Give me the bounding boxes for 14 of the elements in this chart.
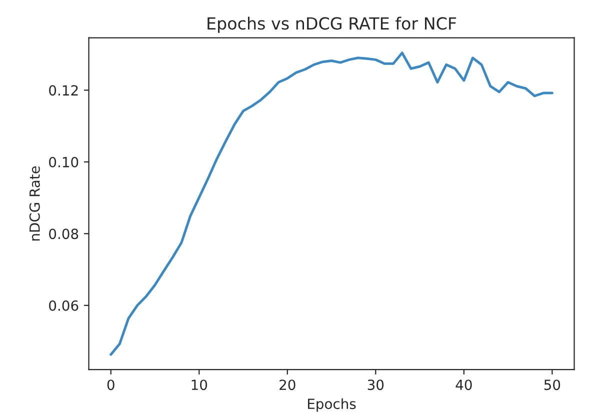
chart-title: Epochs vs nDCG RATE for NCF	[208, 16, 456, 33]
y-tick-label: 0.08	[49, 228, 78, 240]
x-tick-label: 20	[280, 380, 296, 390]
y-tick-label: 0.06	[49, 300, 78, 311]
y-tick-label: 0.12	[49, 85, 78, 96]
x-axis-title: Epochs	[308, 398, 356, 412]
y-tick-label: 0.10	[49, 156, 78, 168]
x-tick-label: 0	[107, 380, 114, 390]
x-tick-label: 10	[192, 380, 208, 390]
line-series	[110, 52, 554, 356]
x-tick-label: 50	[544, 380, 560, 390]
x-tick-label: 30	[368, 380, 384, 390]
y-axis-title: nDCG Rate	[29, 166, 40, 241]
x-tick-label: 40	[456, 380, 472, 390]
